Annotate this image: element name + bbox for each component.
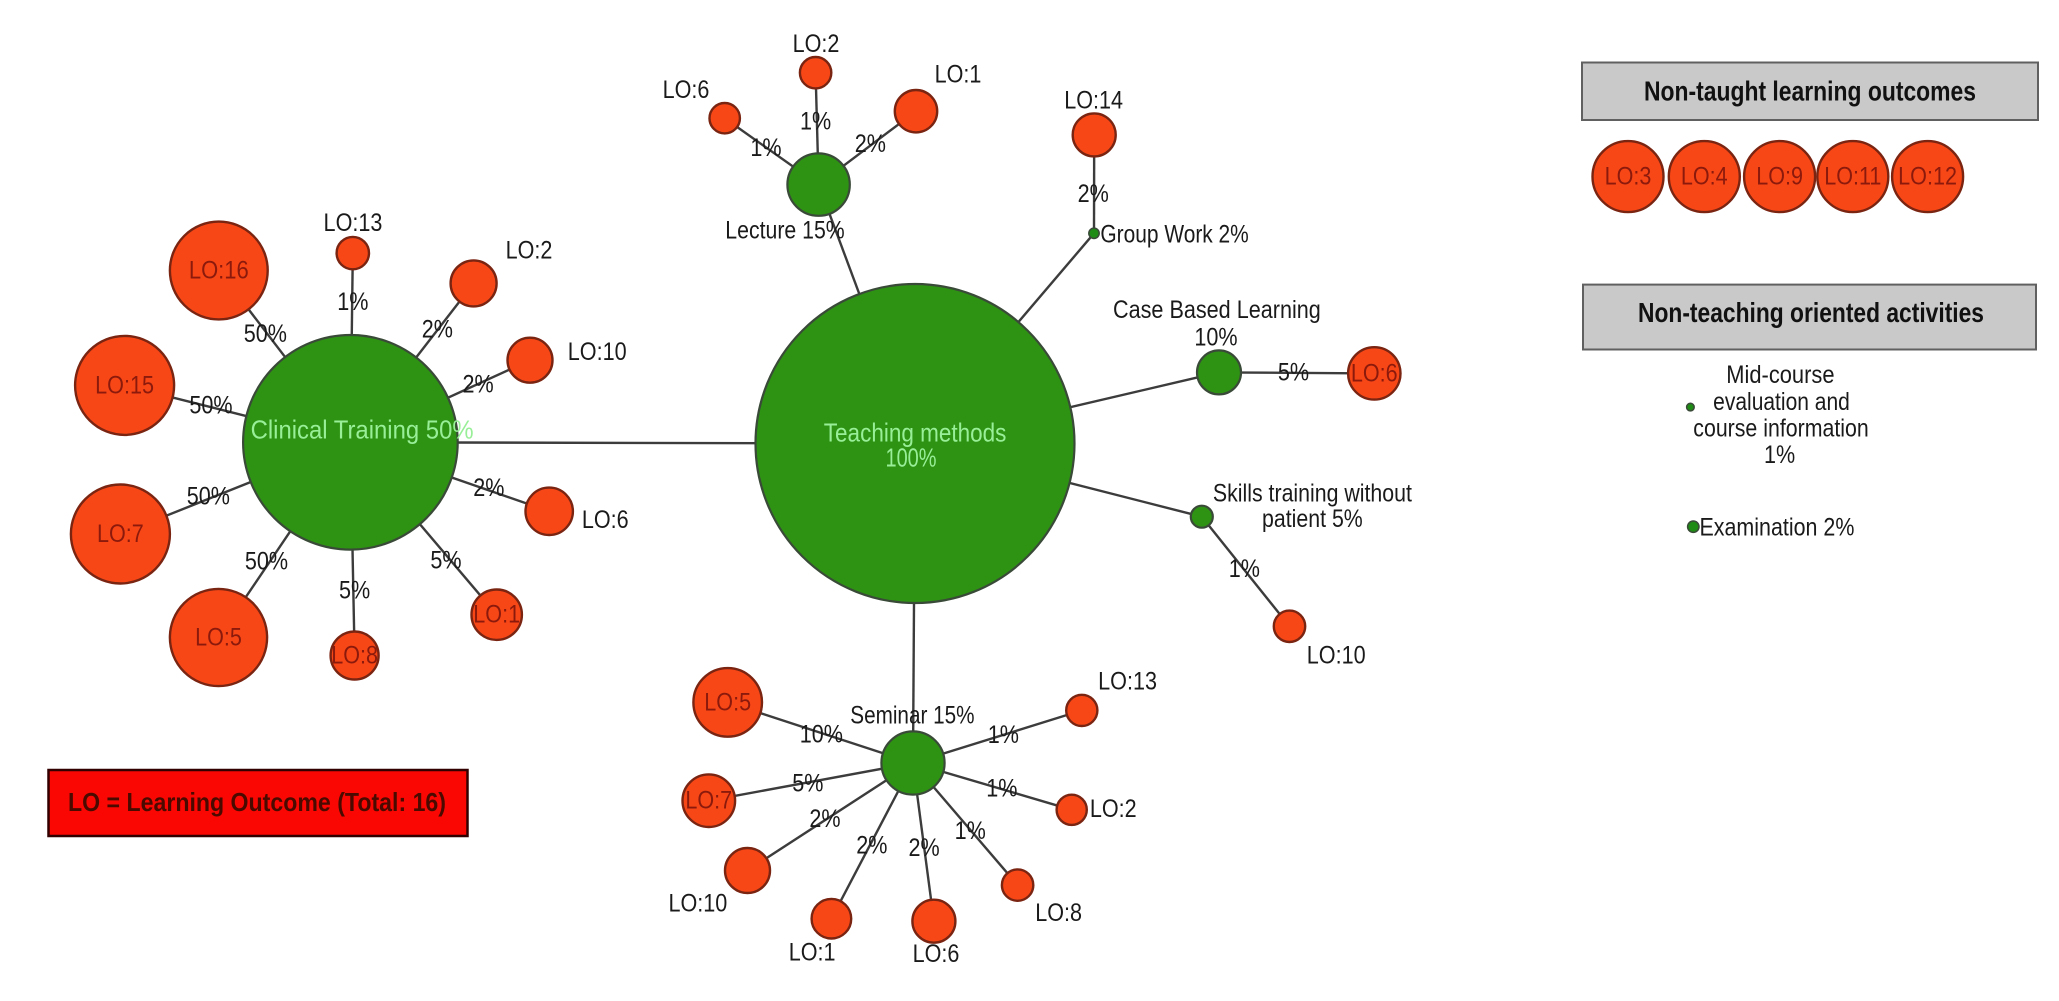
svg-text:1%: 1% [986, 775, 1017, 803]
svg-text:2%: 2% [422, 315, 453, 343]
svg-text:Examination 2%: Examination 2% [1700, 513, 1855, 541]
svg-text:LO:15: LO:15 [95, 371, 154, 399]
svg-text:LO:6: LO:6 [582, 506, 629, 534]
svg-text:LO:2: LO:2 [793, 30, 840, 58]
svg-text:Lecture 15%: Lecture 15% [725, 217, 844, 245]
svg-text:50%: 50% [245, 548, 288, 576]
svg-text:LO:12: LO:12 [1898, 163, 1957, 191]
svg-text:LO:1: LO:1 [473, 601, 520, 629]
svg-text:5%: 5% [792, 769, 823, 797]
svg-text:Seminar 15%: Seminar 15% [850, 702, 974, 730]
svg-text:1%: 1% [1229, 555, 1260, 583]
svg-text:5%: 5% [1278, 358, 1309, 386]
svg-text:course information: course information [1693, 415, 1868, 443]
svg-text:5%: 5% [430, 547, 461, 575]
svg-text:LO:4: LO:4 [1681, 163, 1728, 191]
svg-text:LO:1: LO:1 [935, 61, 982, 89]
svg-text:LO:8: LO:8 [331, 642, 378, 670]
svg-text:LO:10: LO:10 [568, 338, 627, 366]
svg-text:LO:6: LO:6 [663, 76, 710, 104]
svg-text:LO:13: LO:13 [1098, 667, 1157, 695]
svg-text:2%: 2% [909, 834, 940, 862]
svg-text:Teaching methods: Teaching methods [824, 418, 1007, 448]
svg-text:LO = Learning Outcome (Total:: LO = Learning Outcome (Total: 16) [68, 787, 446, 817]
svg-text:2%: 2% [1078, 180, 1109, 208]
svg-text:LO:8: LO:8 [1035, 899, 1082, 927]
svg-text:LO:5: LO:5 [195, 624, 242, 652]
svg-text:10%: 10% [1194, 324, 1237, 352]
svg-text:LO:1: LO:1 [789, 938, 836, 966]
svg-text:Clinical Training 50%: Clinical Training 50% [251, 415, 474, 445]
svg-text:1%: 1% [337, 288, 368, 316]
svg-text:2%: 2% [463, 371, 494, 399]
svg-text:LO:10: LO:10 [1307, 642, 1366, 670]
svg-text:LO:14: LO:14 [1064, 87, 1123, 115]
svg-text:1%: 1% [800, 108, 831, 136]
svg-text:LO:16: LO:16 [189, 257, 249, 285]
svg-text:Group Work 2%: Group Work 2% [1100, 220, 1248, 248]
svg-text:1%: 1% [1764, 441, 1795, 469]
svg-text:LO:7: LO:7 [97, 520, 144, 548]
svg-text:1%: 1% [955, 817, 986, 845]
svg-text:LO:13: LO:13 [324, 209, 383, 237]
svg-text:LO:9: LO:9 [1756, 163, 1803, 191]
svg-text:Non-taught learning outcomes: Non-taught learning outcomes [1644, 76, 1976, 107]
svg-text:LO:2: LO:2 [506, 237, 553, 265]
svg-text:patient 5%: patient 5% [1262, 505, 1363, 533]
svg-text:LO:5: LO:5 [704, 688, 751, 716]
svg-text:1%: 1% [750, 134, 781, 162]
svg-text:evaluation and: evaluation and [1713, 388, 1850, 416]
svg-text:Non-teaching oriented activiti: Non-teaching oriented activities [1638, 297, 1984, 328]
svg-text:5%: 5% [339, 577, 370, 605]
svg-text:2%: 2% [473, 474, 504, 502]
svg-text:LO:3: LO:3 [1605, 163, 1652, 191]
svg-text:10%: 10% [800, 720, 843, 748]
svg-text:LO:7: LO:7 [685, 787, 732, 815]
svg-text:LO:11: LO:11 [1824, 163, 1881, 191]
svg-text:Skills training without: Skills training without [1213, 480, 1412, 508]
svg-text:LO:6: LO:6 [913, 940, 960, 968]
svg-text:2%: 2% [856, 832, 887, 860]
svg-text:1%: 1% [988, 721, 1019, 749]
svg-text:50%: 50% [244, 320, 287, 348]
svg-text:Case Based Learning: Case Based Learning [1113, 296, 1321, 324]
svg-text:2%: 2% [855, 130, 886, 158]
svg-text:Mid-course: Mid-course [1726, 361, 1834, 389]
svg-text:LO:6: LO:6 [1351, 359, 1398, 387]
svg-text:100%: 100% [886, 442, 937, 472]
svg-text:50%: 50% [189, 391, 232, 419]
svg-text:LO:2: LO:2 [1090, 795, 1137, 823]
svg-text:LO:10: LO:10 [668, 890, 727, 918]
svg-text:2%: 2% [809, 805, 840, 833]
svg-text:50%: 50% [187, 483, 230, 511]
